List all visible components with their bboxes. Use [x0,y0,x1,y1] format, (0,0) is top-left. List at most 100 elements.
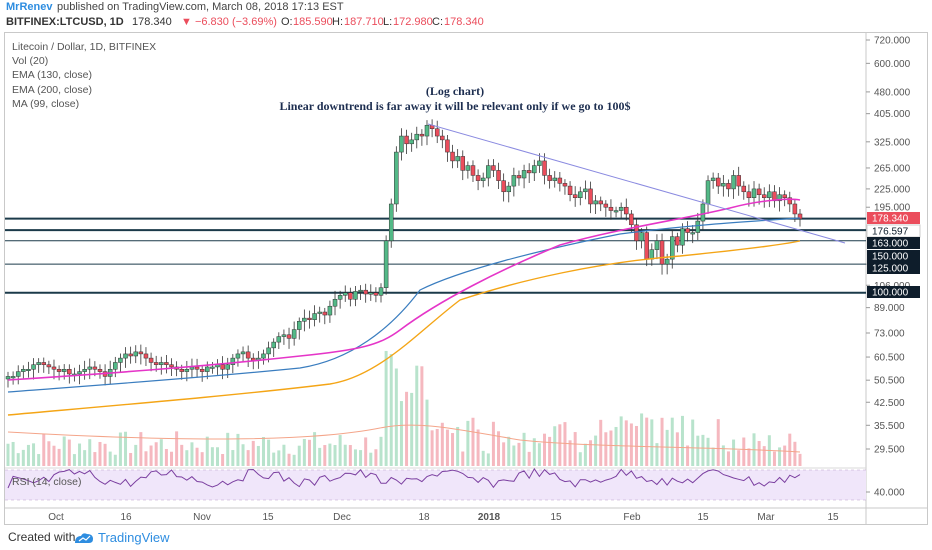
price-level-badge-label: 100.000 [872,288,909,299]
candle-body [567,185,573,195]
rsi-label[interactable]: RSI (14, close) [12,476,82,488]
legend-ma99[interactable]: MA (99, close) [12,97,80,110]
candle-body [450,151,455,162]
candle-body [547,175,552,181]
candle-body [445,139,450,153]
price-tick-label: 720.000 [874,36,911,47]
volume-bar [307,439,311,466]
candle-body [532,165,537,174]
rsi-line [7,467,801,489]
candle-body [756,188,762,195]
volume-bar [129,452,133,466]
volume-bar [328,443,332,466]
candle-body [87,366,93,370]
candle-body [133,351,138,357]
candle-body [751,188,757,198]
time-tick-label: 16 [120,512,132,523]
volume-bar [660,417,664,466]
legend-ema200[interactable]: EMA (200, close) [12,83,92,96]
candle-body [51,366,57,370]
volume-bar [287,453,291,466]
candle-body [307,317,312,320]
candle-body [516,175,522,179]
candle-body [455,156,460,162]
volume-bar [691,419,695,466]
candle-body [77,371,82,375]
price-change: ▼ −6.830 (−3.69%) [181,16,277,28]
candle-body [5,376,11,380]
volume-bar [629,423,633,466]
legend-ema130[interactable]: EMA (130, close) [12,69,92,82]
volume-bar [6,443,10,466]
price-tick-label: 42.500 [874,398,905,409]
volume-bar [573,432,577,466]
candle-body [143,353,149,359]
tradingview-brand[interactable]: TradingView [98,530,170,545]
volume-bar [21,449,25,466]
volume-bar [379,436,383,466]
price-level-badge [867,212,920,224]
volume-bar [578,452,582,466]
candle-body [700,203,706,222]
volume-bar [272,452,276,466]
volume-bar [236,433,240,466]
volume-bar [78,443,82,466]
candle-body [31,364,36,370]
close-label: C: [432,16,443,28]
volume-bar [318,447,322,466]
legend-volume[interactable]: Vol (20) [12,55,49,68]
time-tick-label: Oct [48,512,64,523]
candle-body [613,210,619,213]
volume-bar [670,417,674,466]
candle-body [797,213,803,220]
volume-bar [517,442,521,466]
volume-bar [389,354,393,466]
volume-bar [195,447,199,466]
volume-bar [522,432,526,466]
volume-bar [221,454,225,466]
candle-body [220,364,225,370]
candle-body [710,177,716,181]
candle-body [378,287,384,296]
price-tick-label: 89.000 [874,303,905,314]
candle-body [741,185,747,193]
candle-body [123,353,128,359]
volume-bar [359,450,363,466]
volume-bar [497,431,501,466]
volume-bar [103,443,107,466]
volume-bar [292,454,296,466]
volume-bar [246,450,250,466]
volume-bar [200,452,204,466]
volume-bar [282,444,286,466]
price-tick-label: 50.500 [874,376,905,387]
candle-body [578,191,583,198]
candle-body [10,376,16,379]
candle-body [46,364,52,368]
candle-body [138,351,144,355]
volume-bar [277,450,281,466]
candle-body [792,203,798,215]
price-tick-label: 480.000 [874,87,911,98]
legend-symbol[interactable]: Litecoin / Dollar, 1D, BITFINEX [12,41,157,53]
price-tick-label: 195.000 [874,203,911,214]
volume-bar [696,435,700,466]
volume-bar [675,432,679,466]
candle-body [169,364,174,368]
volume-bar [701,434,705,466]
candle-body [659,240,665,265]
candle-body [348,292,353,300]
volume-bar [548,436,552,466]
candle-body [159,362,164,365]
chart-annotation: (Log chart) Linear downtrend is far away… [250,84,660,114]
candle-body [670,236,675,260]
author-link[interactable]: MrRenev [6,1,53,13]
volume-bar [384,350,388,466]
volume-bar [175,431,179,466]
candle-body [695,220,701,233]
chart-frame[interactable] [4,32,928,525]
volume-bar [57,448,61,466]
candle-body [230,357,236,365]
candle-body [690,232,695,235]
price-level-badge [867,286,920,298]
